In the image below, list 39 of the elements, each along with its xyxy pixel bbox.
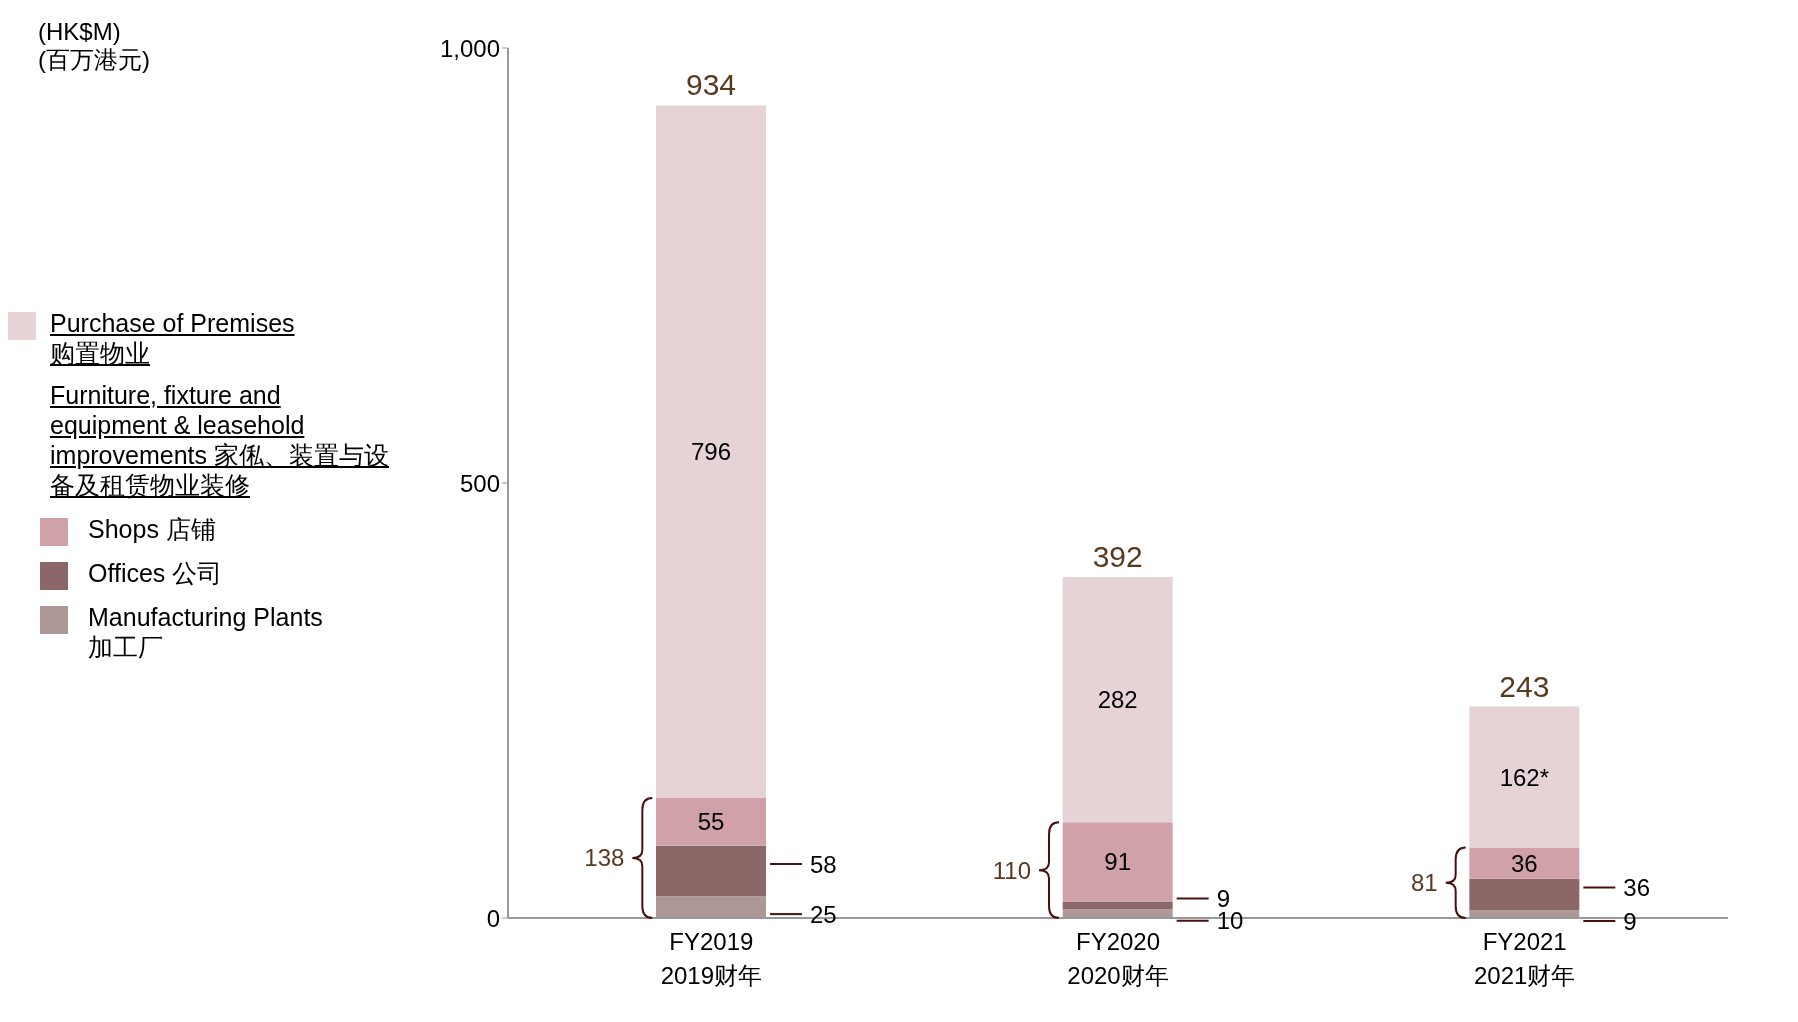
y-tick-label: 1,000 bbox=[439, 34, 500, 62]
text: (HK$M) (百万港元) bbox=[38, 18, 150, 74]
legend-label: Manufacturing Plants 加工厂 bbox=[88, 602, 323, 662]
x-tick-label: FY2021 2021财年 bbox=[1473, 928, 1576, 989]
data-label: 36 bbox=[1510, 849, 1538, 877]
bar bbox=[1062, 909, 1173, 918]
x-tick-label: FY2019 2019财年 bbox=[660, 928, 763, 989]
bar bbox=[1469, 706, 1580, 848]
x-tick-label: FY2020 2020财年 bbox=[1067, 928, 1169, 989]
bar bbox=[656, 845, 766, 897]
bar bbox=[1062, 901, 1173, 910]
data-label: 36 bbox=[1623, 874, 1651, 902]
total-label: 934 bbox=[685, 68, 737, 102]
bar bbox=[1062, 576, 1173, 823]
total-label: 392 bbox=[1092, 539, 1143, 573]
annotation: 110 bbox=[992, 856, 1031, 884]
bar bbox=[656, 797, 766, 846]
annotation: 138 bbox=[584, 844, 625, 872]
data-label: 796 bbox=[690, 438, 732, 466]
y-tick-label: 500 bbox=[459, 469, 500, 497]
bar bbox=[1469, 847, 1580, 879]
legend-label: Offices 公司 bbox=[88, 558, 223, 588]
text: Furniture, fixture and equipment & leasehold improvements 家俬、装置与设备及租赁物业装修 bbox=[50, 380, 390, 500]
total-label: 243 bbox=[1499, 669, 1550, 703]
bar bbox=[656, 896, 766, 918]
data-label: 55 bbox=[697, 808, 725, 836]
legend-label: Shops 店铺 bbox=[88, 514, 216, 544]
data-label: 162* bbox=[1499, 763, 1550, 791]
bar bbox=[656, 105, 766, 798]
bar bbox=[1469, 878, 1580, 911]
y-tick-label: 0 bbox=[486, 904, 500, 932]
data-label: 25 bbox=[810, 900, 837, 928]
bar bbox=[1062, 822, 1173, 902]
data-label: 282 bbox=[1097, 686, 1138, 714]
data-label: 9 bbox=[1623, 907, 1637, 935]
legend-label: Purchase of Premises 购置物业 bbox=[50, 308, 295, 368]
annotation: 81 bbox=[1410, 869, 1438, 897]
data-label: 91 bbox=[1104, 848, 1132, 876]
data-label: 58 bbox=[810, 850, 837, 878]
